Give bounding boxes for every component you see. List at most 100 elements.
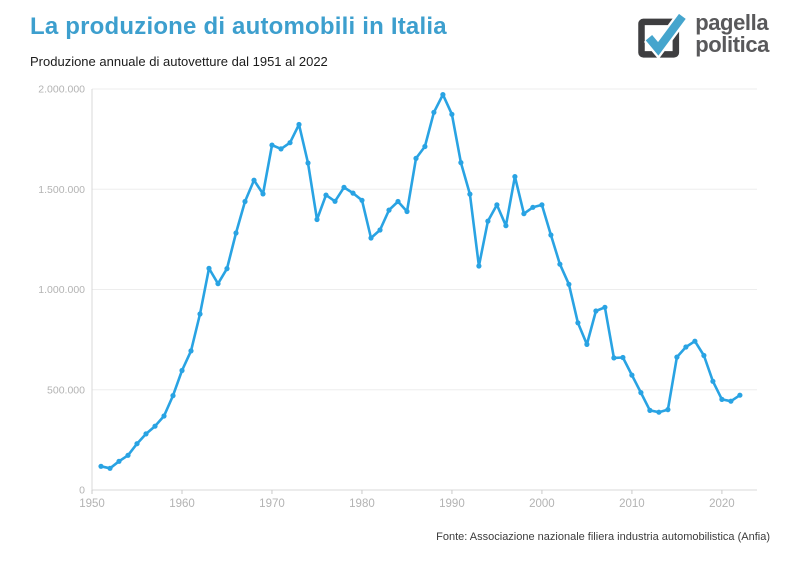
data-point [431,109,437,115]
x-tick-label: 1950 [79,498,105,510]
data-point [656,409,662,415]
data-point [620,354,626,361]
x-tick-label: 2000 [529,498,555,510]
data-point [116,458,122,464]
data-point [350,190,356,196]
data-point [197,311,203,317]
chart-subtitle: Produzione annuale di autovetture dal 19… [30,54,328,69]
data-point [395,198,401,205]
data-point [449,111,455,117]
data-point [503,223,509,229]
x-tick-label: 1960 [169,498,195,510]
data-point [530,204,536,210]
data-point [602,304,608,310]
data-point [485,218,491,224]
y-tick-label: 2.000.000 [38,84,85,96]
data-point [575,320,581,326]
y-tick-label: 500.000 [47,384,85,396]
grid-lines [92,88,757,391]
data-point [683,344,689,350]
x-tick-label: 1980 [349,498,375,510]
data-point [296,121,302,128]
data-point [134,441,140,447]
data-point [269,142,275,148]
data-point [242,198,248,205]
data-point [728,398,734,404]
data-point [251,177,257,183]
y-tick-label: 1.000.000 [38,284,85,296]
data-point [467,191,473,197]
data-point [674,354,680,360]
data-point [224,266,230,272]
y-axis-labels: 0 500.000 1.000.000 1.500.000 2.000.000 [38,84,85,497]
data-point [125,452,131,458]
x-axis-labels: 1950 1960 1970 1980 1990 2000 2010 2020 [79,498,734,510]
data-point [188,348,194,354]
data-point [143,431,149,437]
logo-word-2: politica [695,32,769,57]
data-point [179,367,185,374]
logo-word-1: pagella [695,10,769,36]
data-point [557,261,563,267]
data-series [98,92,743,471]
data-point [206,265,212,271]
data-point [647,407,653,413]
data-point [692,338,698,344]
data-point [458,160,464,166]
data-point [566,281,572,287]
source-note: Fonte: Associazione nazionale filiera in… [436,531,770,543]
data-point [710,378,716,384]
checkbox-check-icon [638,12,688,59]
data-point [404,208,410,215]
axes [91,89,757,494]
data-point [98,463,104,469]
data-point [548,232,554,238]
data-point [377,227,383,233]
x-tick-label: 1990 [439,498,465,510]
data-point [638,390,644,396]
data-point [737,392,743,398]
data-point [323,192,329,198]
data-point [341,184,347,190]
data-point [665,407,671,413]
data-point [413,155,419,161]
data-line [99,93,742,470]
x-tick-label: 2020 [709,498,735,510]
data-point [719,396,725,402]
data-point [512,174,518,180]
data-point [107,465,113,471]
data-point [305,160,311,166]
data-point [233,230,239,236]
data-point [215,281,221,287]
data-point [476,263,482,269]
data-point [278,146,284,152]
data-point [539,202,545,208]
page-title: La produzione di automobili in Italia [30,13,447,40]
data-point [359,197,365,203]
data-point [611,355,617,361]
data-point [593,308,599,314]
data-point [521,211,527,217]
pagella-politica-logo: pagella politica [635,9,769,59]
data-point [629,372,635,378]
data-point [152,423,158,429]
logo-wordmark: pagella politica [695,12,769,55]
x-tick-label: 1970 [259,498,285,510]
data-point [584,341,590,347]
data-point [386,207,392,213]
y-tick-label: 1.500.000 [38,184,85,196]
data-point [161,413,167,419]
data-point [368,235,374,241]
data-point [440,92,446,98]
x-tick-label: 2010 [619,498,645,510]
data-point [170,393,176,399]
data-point [701,352,707,359]
data-point [314,216,320,223]
data-point [287,140,293,146]
data-point [494,202,500,208]
data-point [332,198,338,204]
data-point [260,191,266,197]
y-tick-label: 0 [79,485,85,497]
